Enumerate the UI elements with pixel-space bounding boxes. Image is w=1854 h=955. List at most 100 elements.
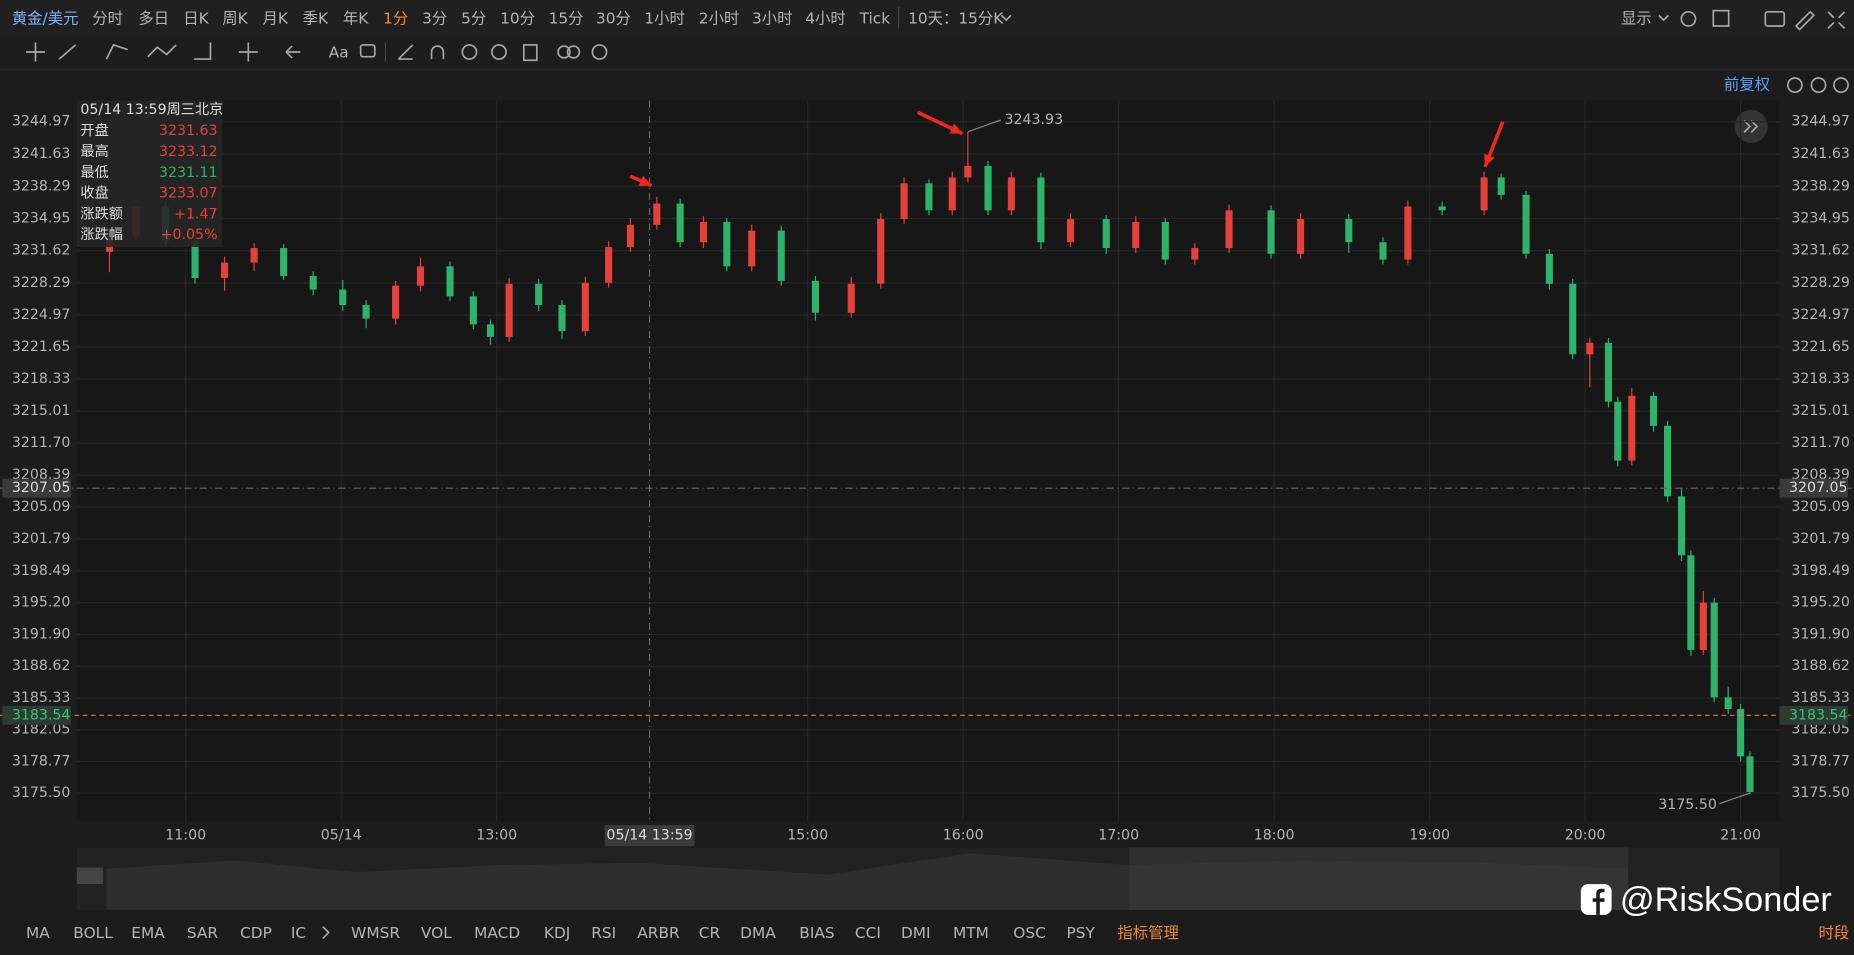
note-tool[interactable]: [359, 44, 376, 58]
candle-body: [1379, 242, 1387, 260]
y-tick-label: 3211.70: [12, 435, 71, 451]
adjust-mode[interactable]: 前复权: [1724, 76, 1770, 94]
indicator-tab[interactable]: BIAS: [799, 924, 834, 942]
fib-tool[interactable]: [193, 42, 212, 60]
indicator-tab[interactable]: VOL: [421, 924, 452, 942]
period-tab[interactable]: 30分: [596, 9, 631, 27]
indicator-tab[interactable]: CCI: [855, 924, 881, 942]
indicator-tab[interactable]: MA: [26, 924, 50, 942]
period-tab[interactable]: 周K: [222, 9, 248, 27]
indicator-tab[interactable]: CDP: [240, 924, 272, 942]
lock-tool[interactable]: [461, 44, 478, 60]
candle-body: [1161, 221, 1169, 260]
y-tick-label-right: 3211.70: [1791, 435, 1850, 451]
line-tool[interactable]: [58, 44, 77, 60]
zoom-out[interactable]: [1810, 77, 1827, 94]
period-tab[interactable]: 月K: [262, 9, 288, 27]
period-tab[interactable]: 2小时: [699, 9, 740, 27]
period-tab[interactable]: 15分: [549, 9, 584, 27]
indicator-tab[interactable]: EMA: [131, 924, 165, 942]
wave-tool[interactable]: [147, 44, 177, 58]
reset-icon[interactable]: [1786, 77, 1803, 94]
overview-window[interactable]: [1129, 847, 1629, 911]
low-leader: [1719, 792, 1751, 805]
session-tab[interactable]: 时段: [1819, 924, 1850, 942]
high-leader: [967, 119, 1002, 133]
indicator-tab[interactable]: CR: [699, 924, 721, 942]
zoom-in[interactable]: [1833, 77, 1849, 94]
candle-body: [1545, 253, 1553, 284]
x-tick-label: 18:00: [1254, 828, 1295, 844]
delete-tool[interactable]: [522, 44, 538, 62]
tooltip-value: 3233.12: [159, 144, 218, 160]
y-tick-label-right: 3234.95: [1791, 211, 1850, 227]
collapse-button[interactable]: [1734, 109, 1768, 144]
period-tab[interactable]: 3小时: [752, 9, 793, 27]
indicator-tab[interactable]: RSI: [591, 924, 616, 942]
measure-tool[interactable]: [238, 42, 258, 62]
y-tick-label-right: 3178.77: [1791, 753, 1850, 769]
indicator-tab[interactable]: DMI: [901, 924, 931, 942]
y-tick-label: 3238.29: [12, 178, 71, 194]
indicator-tab[interactable]: ARBR: [637, 924, 680, 942]
tooltip-value: 3231.63: [159, 123, 218, 139]
indicator-tab[interactable]: OSC: [1013, 924, 1046, 942]
camera-icon[interactable]: [1764, 10, 1786, 27]
period-tab[interactable]: 4小时: [805, 9, 846, 27]
indicator-tab[interactable]: WMSR: [351, 924, 400, 942]
arrow-tool[interactable]: [285, 45, 301, 59]
indicator-tab[interactable]: MACD: [474, 924, 520, 942]
indicator-tab[interactable]: MTM: [953, 924, 989, 942]
x-tick-label: 20:00: [1565, 828, 1606, 844]
y-tick-label: 3224.97: [12, 307, 71, 323]
period-tab[interactable]: 季K: [303, 9, 329, 27]
hide-tool[interactable]: [491, 44, 507, 60]
period-tab[interactable]: 10分: [500, 9, 535, 27]
candle-body: [748, 230, 756, 267]
settings-icon[interactable]: [1680, 10, 1697, 27]
indicator-tab[interactable]: KDJ: [544, 924, 570, 942]
more-indicators[interactable]: [322, 926, 330, 940]
y-tick-label-right: 3224.97: [1791, 307, 1850, 323]
indicator-tab[interactable]: PSY: [1067, 924, 1096, 942]
text-tool[interactable]: Aa: [329, 44, 349, 62]
overview-handle[interactable]: [76, 867, 103, 885]
x-tick-label: 13:00: [476, 828, 517, 844]
period-tab[interactable]: 3分: [422, 9, 447, 27]
period-tab[interactable]: 多日: [138, 9, 169, 27]
candle-body: [1007, 177, 1015, 211]
pen-icon[interactable]: [1794, 10, 1815, 31]
candle-body: [811, 280, 819, 313]
channel-tool[interactable]: [105, 43, 128, 60]
indicator-manage[interactable]: 指标管理: [1117, 924, 1178, 942]
range-selector[interactable]: 10天：15分K: [908, 9, 1004, 27]
candle-body: [1191, 248, 1199, 260]
indicator-tab[interactable]: SAR: [187, 924, 219, 942]
y-tick-label-right: 3191.90: [1791, 627, 1850, 643]
layout-icon[interactable]: [1712, 9, 1730, 27]
display-menu[interactable]: 显示: [1621, 9, 1652, 27]
watermark: @RiskSonder: [1620, 881, 1832, 919]
y-tick-label-right: 3195.20: [1791, 595, 1850, 611]
candle-body: [1345, 219, 1353, 243]
move-tool[interactable]: [26, 42, 45, 62]
indicator-tab[interactable]: DMA: [740, 924, 776, 942]
ruler-tool[interactable]: [397, 44, 414, 60]
compare-tool[interactable]: [557, 45, 571, 59]
fullscreen-icon[interactable]: [1827, 11, 1846, 29]
period-tab[interactable]: 1分: [383, 9, 408, 27]
indicator-tab[interactable]: IC: [291, 924, 306, 942]
period-tab[interactable]: 5分: [461, 9, 486, 27]
period-tab[interactable]: 分时: [92, 9, 123, 27]
indicator-tab[interactable]: BOLL: [73, 924, 113, 942]
magnet-tool[interactable]: [430, 45, 445, 60]
compare-tool[interactable]: [566, 45, 581, 59]
tool-settings[interactable]: [591, 44, 608, 60]
period-tab[interactable]: 日K: [183, 9, 209, 27]
candle-body: [1687, 555, 1695, 651]
period-tab[interactable]: 1小时: [644, 9, 685, 27]
period-tab[interactable]: Tick: [859, 9, 891, 27]
candle-body: [626, 224, 634, 248]
period-tab[interactable]: 年K: [343, 9, 369, 27]
symbol[interactable]: 黄金/美元: [12, 9, 79, 27]
